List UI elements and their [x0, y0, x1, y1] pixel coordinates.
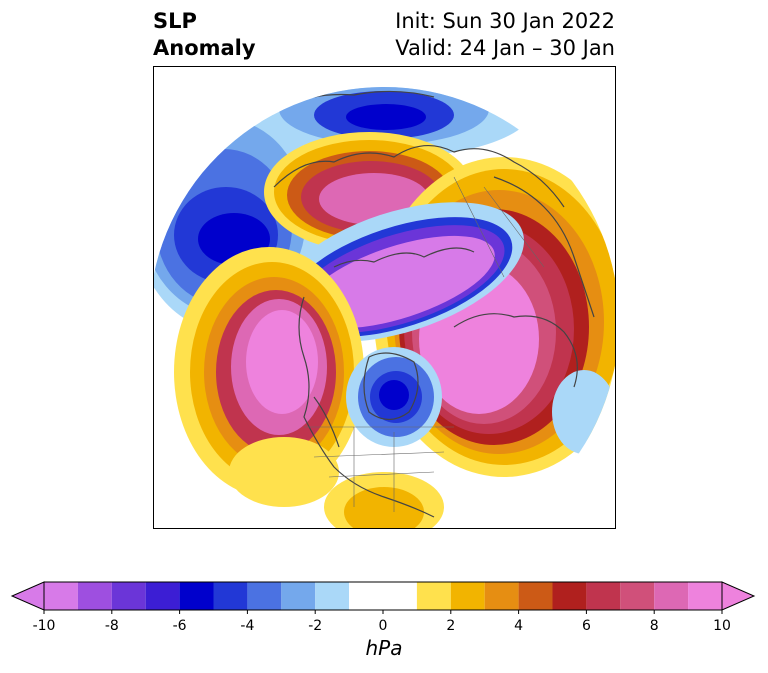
- colorbar-swatch: [111, 582, 146, 610]
- colorbar-swatch: [552, 582, 587, 610]
- colorbar-swatch: [281, 582, 316, 610]
- colorbar-swatch: [349, 582, 417, 610]
- colorbar-swatch: [586, 582, 621, 610]
- borders: [304, 176, 545, 512]
- colorbar-under-arrow: [10, 581, 45, 611]
- colorbar-tick-label: -6: [173, 618, 187, 634]
- anomaly-map: [154, 87, 615, 528]
- colorbar-over-arrow: [721, 581, 756, 611]
- init-time-label: Init: Sun 30 Jan 2022: [395, 9, 615, 33]
- valid-period-label: Valid: 24 Jan – 30 Jan: [395, 36, 615, 60]
- atlantic-low-anomaly: [552, 370, 615, 454]
- title-variable: SLP: [153, 9, 197, 33]
- colorbar-tick-label: -8: [105, 618, 119, 634]
- colorbar-tick-label: -4: [240, 618, 254, 634]
- colorbar-swatch: [44, 582, 78, 610]
- colorbar-swatch: [179, 582, 214, 610]
- colorbar-tick-label: 8: [650, 618, 659, 634]
- title-left: SLP Anomaly: [153, 8, 256, 62]
- colorbar-ticks: -10 -8 -6 -4 -2 0 2 4 6 8 10: [33, 610, 731, 634]
- colorbar-swatch: [654, 582, 689, 610]
- colorbar-swatch: [484, 582, 519, 610]
- colorbar-tick-label: 6: [582, 618, 591, 634]
- map-frame: [153, 66, 616, 529]
- coastlines: [273, 90, 595, 518]
- colorbar-tick-label: -2: [308, 618, 322, 634]
- colorbar-swatch: [77, 582, 112, 610]
- us-southwest-high-anomaly: [229, 437, 339, 507]
- colorbar-swatch: [688, 582, 722, 610]
- colorbar-swatch: [145, 582, 180, 610]
- colorbar-swatches: [10, 581, 756, 611]
- title-subtitle: Anomaly: [153, 36, 256, 60]
- colorbar-unit-label: hPa: [365, 636, 403, 660]
- title-right: Init: Sun 30 Jan 2022 Valid: 24 Jan – 30…: [395, 8, 615, 62]
- colorbar-tick-label: 2: [446, 618, 455, 634]
- colorbar-tick-label: 0: [379, 618, 388, 634]
- colorbar-swatch: [450, 582, 485, 610]
- arctic-high-anomaly: [264, 132, 474, 252]
- colorbar-swatch: [620, 582, 655, 610]
- colorbar-swatch: [213, 582, 248, 610]
- colorbar-swatch: [518, 582, 553, 610]
- colorbar-tick-label: -10: [33, 618, 56, 634]
- colorbar-swatch: [315, 582, 350, 610]
- colorbar-swatch: [247, 582, 282, 610]
- colorbar-tick-label: 10: [713, 618, 731, 634]
- colorbar-swatch: [416, 582, 451, 610]
- colorbar: -10 -8 -6 -4 -2 0 2 4 6 8 10: [10, 581, 756, 634]
- colorbar-tick-label: 4: [514, 618, 523, 634]
